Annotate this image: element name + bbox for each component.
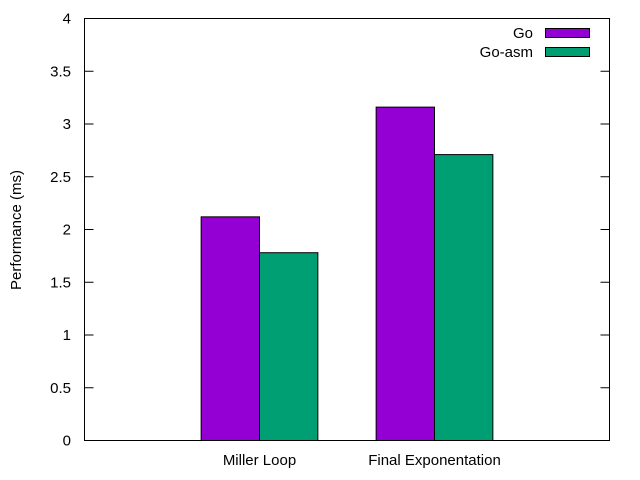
legend-swatch xyxy=(545,28,590,38)
bar-go-final-exponentation xyxy=(375,106,436,442)
bar-go-asm-final-exponentation xyxy=(434,154,494,441)
x-axis: Miller Loop Final Exponentation xyxy=(223,452,501,469)
y-tick-label: 1.5 xyxy=(50,274,71,291)
y-axis-label: Performance (ms) xyxy=(8,170,25,290)
x-tick-label: Final Exponentation xyxy=(368,452,501,469)
y-tick-label: 3.5 xyxy=(50,63,71,80)
y-tick-label: 3 xyxy=(63,116,71,133)
legend: Go Go-asm xyxy=(480,25,590,61)
y-tick-label: 0 xyxy=(63,433,71,450)
y-tick-label: 2.5 xyxy=(50,169,71,186)
y-tick-label: 4 xyxy=(63,11,71,28)
plot-frame xyxy=(84,18,610,441)
x-tick-label: Miller Loop xyxy=(223,452,296,469)
y-tick-label: 2 xyxy=(63,222,71,239)
legend-swatch xyxy=(545,47,590,57)
legend-label: Go-asm xyxy=(480,44,533,61)
bar-go-miller-loop xyxy=(200,216,260,441)
y-tick-label: 1 xyxy=(63,327,71,344)
legend-label: Go xyxy=(513,25,533,42)
bar-go-asm-miller-loop xyxy=(259,252,319,441)
y-axis: 0 0.5 1 1.5 2 2.5 3 3.5 4 xyxy=(50,11,610,450)
y-tick-label: 0.5 xyxy=(50,380,71,397)
bars xyxy=(200,106,494,442)
